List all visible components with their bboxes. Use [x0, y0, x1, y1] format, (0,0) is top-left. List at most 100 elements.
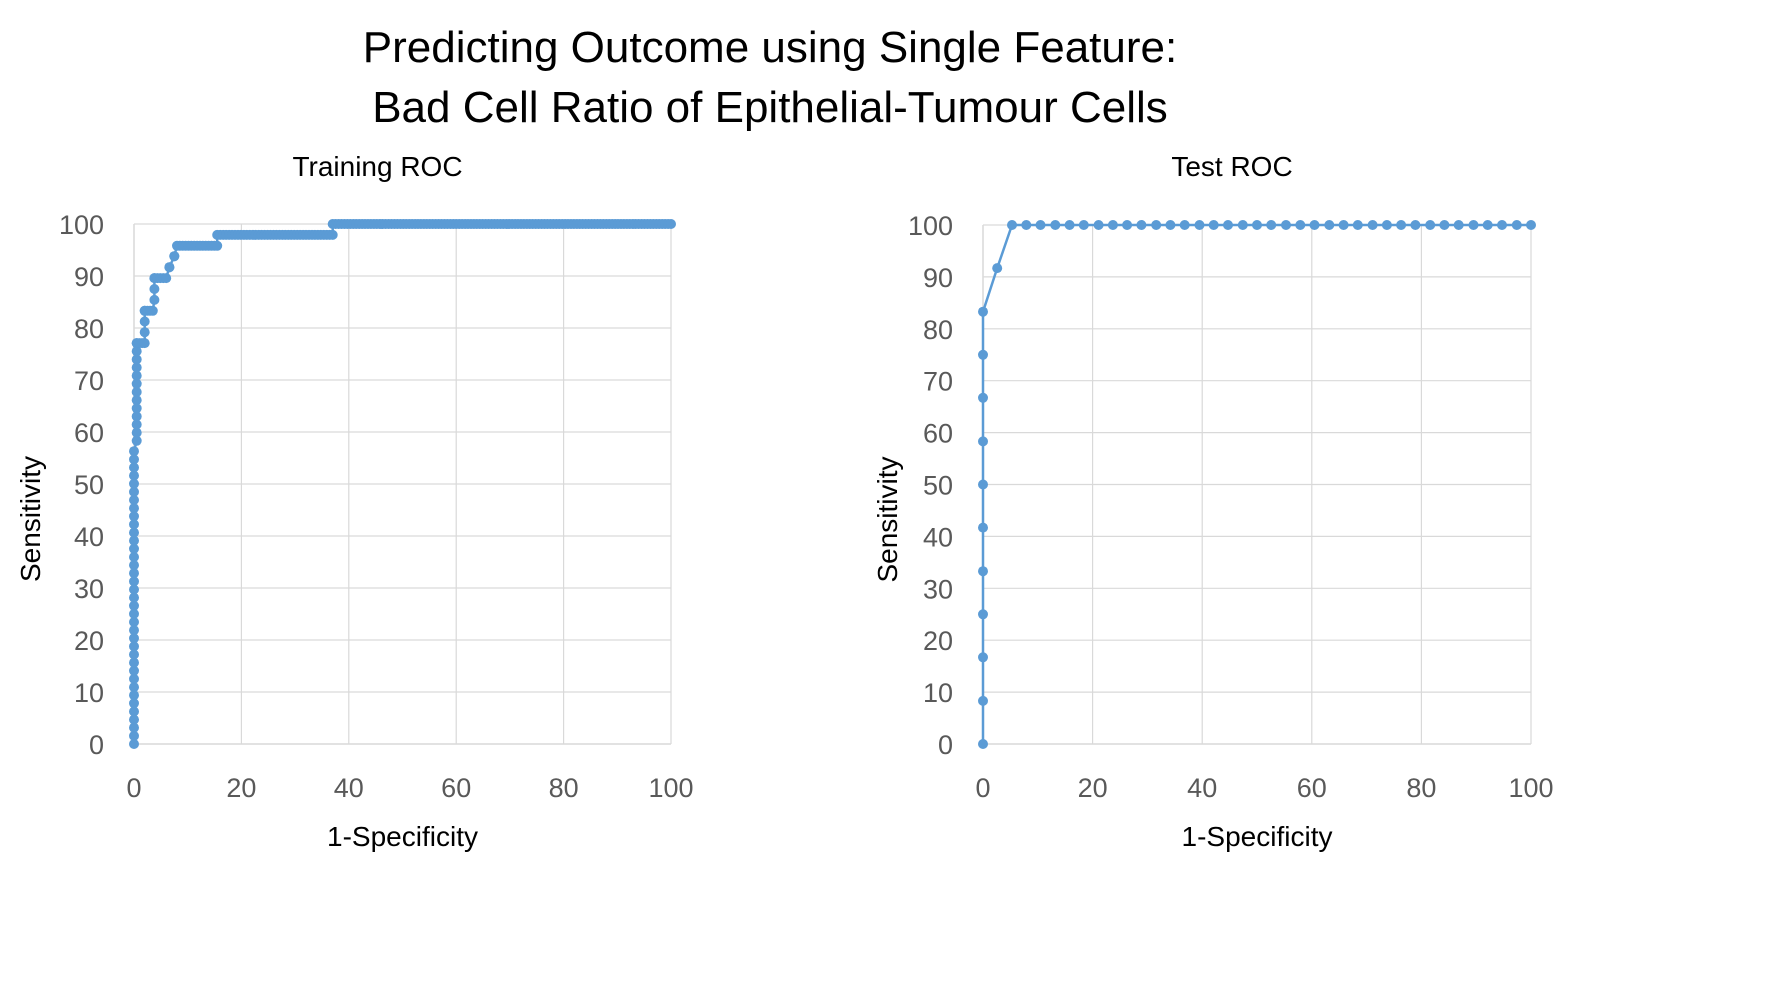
data-point [129, 641, 139, 652]
data-point [1338, 220, 1349, 230]
data-point [129, 470, 139, 481]
data-point [1064, 220, 1075, 230]
data-point [129, 454, 139, 465]
data-point [139, 338, 150, 349]
y-tick-label: 80 [74, 314, 104, 344]
y-tick-label: 60 [923, 419, 953, 449]
y-tick-label: 30 [74, 574, 104, 604]
data-point [978, 566, 988, 577]
data-point [129, 478, 139, 489]
data-point [1367, 220, 1378, 230]
data-point [129, 608, 139, 619]
data-point [129, 462, 139, 473]
chart-title: Training ROC [292, 151, 462, 182]
data-point [1007, 220, 1017, 230]
data-point [129, 625, 139, 636]
y-tick-label: 0 [89, 730, 104, 760]
y-tick-label: 100 [908, 211, 953, 241]
y-tick-label: 10 [923, 678, 953, 708]
data-point [1381, 220, 1392, 230]
y-tick-label: 20 [923, 626, 953, 656]
data-point [1050, 220, 1061, 230]
data-point [131, 387, 142, 397]
data-point [131, 395, 142, 406]
x-tick-label: 100 [1508, 773, 1553, 803]
data-point [1208, 220, 1219, 230]
y-tick-label: 90 [74, 262, 104, 292]
data-point [666, 219, 676, 229]
data-point [1021, 220, 1032, 230]
data-point [129, 560, 139, 571]
data-point [978, 522, 988, 533]
data-point [131, 435, 142, 446]
data-point [139, 327, 150, 338]
x-tick-label: 0 [975, 773, 990, 803]
data-point [1078, 220, 1089, 230]
data-point [1511, 220, 1522, 230]
y-axis-title: Sensitivity [872, 456, 903, 582]
y-tick-label: 40 [923, 522, 953, 552]
y-tick-label: 50 [923, 471, 953, 501]
data-point [1107, 220, 1118, 230]
data-point [164, 262, 175, 273]
data-point [149, 294, 160, 305]
data-point [131, 370, 142, 381]
data-point [327, 229, 338, 240]
data-point [129, 722, 139, 733]
data-point [169, 251, 180, 262]
data-point [1136, 220, 1147, 230]
y-tick-label: 60 [74, 418, 104, 448]
data-point [131, 346, 142, 357]
data-point [129, 576, 139, 587]
x-axis-title: 1-Specificity [327, 821, 478, 852]
y-axis-title: Sensitivity [15, 456, 46, 582]
data-point [1309, 220, 1320, 230]
x-tick-label: 60 [441, 773, 471, 803]
data-point [1482, 220, 1493, 230]
data-point [129, 519, 139, 530]
y-tick-label: 90 [923, 263, 953, 293]
page-title-line-1: Predicting Outcome using Single Feature: [362, 23, 1178, 72]
data-point [1425, 220, 1436, 230]
data-point [1526, 220, 1536, 230]
page-title-line-2: Bad Cell Ratio of Epithelial-Tumour Cell… [372, 83, 1168, 132]
data-point [1497, 220, 1507, 230]
data-point [1093, 220, 1104, 230]
data-point [129, 592, 139, 603]
y-tick-label: 70 [74, 366, 104, 396]
y-tick-label: 40 [74, 522, 104, 552]
data-point [129, 714, 139, 725]
data-point [1266, 220, 1277, 230]
data-point [1324, 220, 1335, 230]
data-point [1223, 220, 1233, 230]
data-point [139, 316, 150, 327]
x-tick-label: 80 [549, 773, 579, 803]
y-tick-label: 10 [74, 678, 104, 708]
data-point [129, 511, 139, 522]
data-point [131, 427, 142, 438]
data-point [212, 240, 223, 251]
data-point [1252, 220, 1262, 230]
data-point [161, 273, 172, 284]
y-tick-label: 0 [938, 730, 953, 760]
test-roc-chart: 0 10 20 30 40 50 60 70 80 90 100 0 20 40 60 80 100 Test R… [872, 151, 1554, 852]
data-point [129, 673, 139, 684]
data-point [1151, 220, 1162, 230]
data-point [978, 652, 988, 663]
y-tick-label: 30 [923, 574, 953, 604]
data-point [1194, 220, 1205, 230]
data-point [129, 730, 139, 741]
data-point [129, 552, 139, 562]
data-point [129, 503, 139, 514]
page-title: Predicting Outcome using Single Feature:… [0, 18, 1540, 138]
data-point [129, 568, 139, 579]
y-tick-label: 100 [59, 210, 104, 240]
data-point [129, 657, 139, 668]
data-point [131, 378, 142, 389]
data-point [1453, 220, 1464, 230]
x-tick-label: 40 [1187, 773, 1217, 803]
data-point [978, 392, 988, 403]
data-point [129, 665, 139, 676]
data-point [129, 698, 139, 709]
